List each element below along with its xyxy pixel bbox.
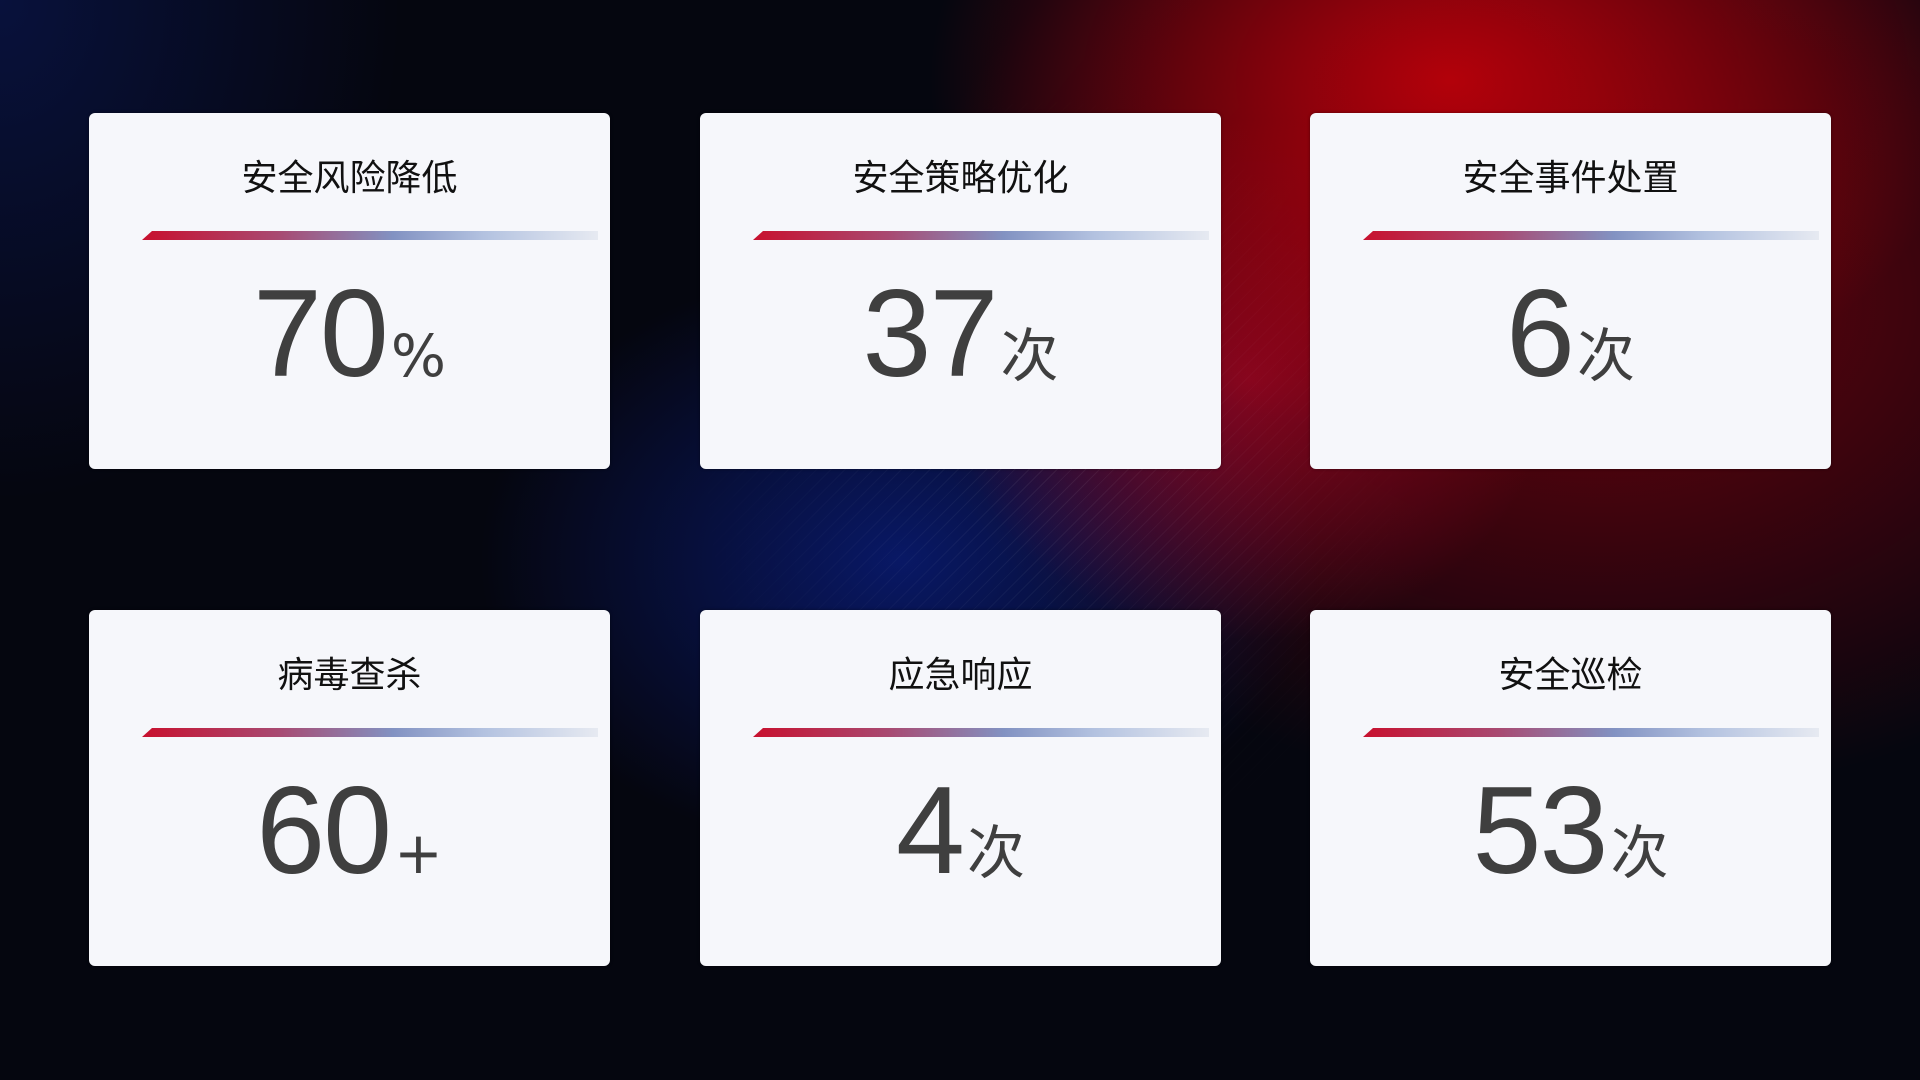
card-title: 安全策略优化 [852, 158, 1069, 199]
card-value: 60+ [89, 760, 610, 902]
card-title: 病毒查杀 [277, 655, 422, 696]
gradient-divider [1363, 728, 1819, 737]
value-unit: 次 [1576, 322, 1635, 390]
value-number: 4 [896, 762, 965, 900]
value-number: 60 [256, 762, 392, 900]
value-number: 70 [252, 265, 389, 403]
stat-card: 安全事件处置 6次 [1310, 113, 1831, 469]
card-value: 53次 [1310, 760, 1831, 902]
card-title: 安全巡检 [1498, 655, 1643, 696]
value-number: 6 [1506, 265, 1575, 403]
card-value: 6次 [1310, 263, 1831, 405]
value-number: 37 [862, 265, 999, 403]
stat-card: 安全策略优化 37次 [700, 113, 1221, 469]
stat-card: 安全巡检 53次 [1310, 610, 1831, 966]
card-value: 37次 [700, 263, 1221, 405]
value-unit: 次 [1000, 322, 1059, 390]
gradient-divider [1363, 231, 1819, 240]
value-number: 53 [1472, 762, 1609, 900]
card-title: 安全事件处置 [1462, 158, 1679, 199]
stat-card: 病毒查杀 60+ [89, 610, 610, 966]
value-unit: % [390, 322, 447, 390]
card-value: 4次 [700, 760, 1221, 902]
card-title: 应急响应 [888, 655, 1033, 696]
value-unit: + [394, 819, 443, 887]
stat-card: 应急响应 4次 [700, 610, 1221, 966]
card-title: 安全风险降低 [241, 158, 458, 199]
gradient-divider [142, 231, 598, 240]
value-unit: 次 [966, 819, 1025, 887]
card-value: 70% [89, 263, 610, 405]
gradient-divider [753, 231, 1209, 240]
value-unit: 次 [1610, 819, 1669, 887]
gradient-divider [142, 728, 598, 737]
stat-card: 安全风险降低 70% [89, 113, 610, 469]
gradient-divider [753, 728, 1209, 737]
